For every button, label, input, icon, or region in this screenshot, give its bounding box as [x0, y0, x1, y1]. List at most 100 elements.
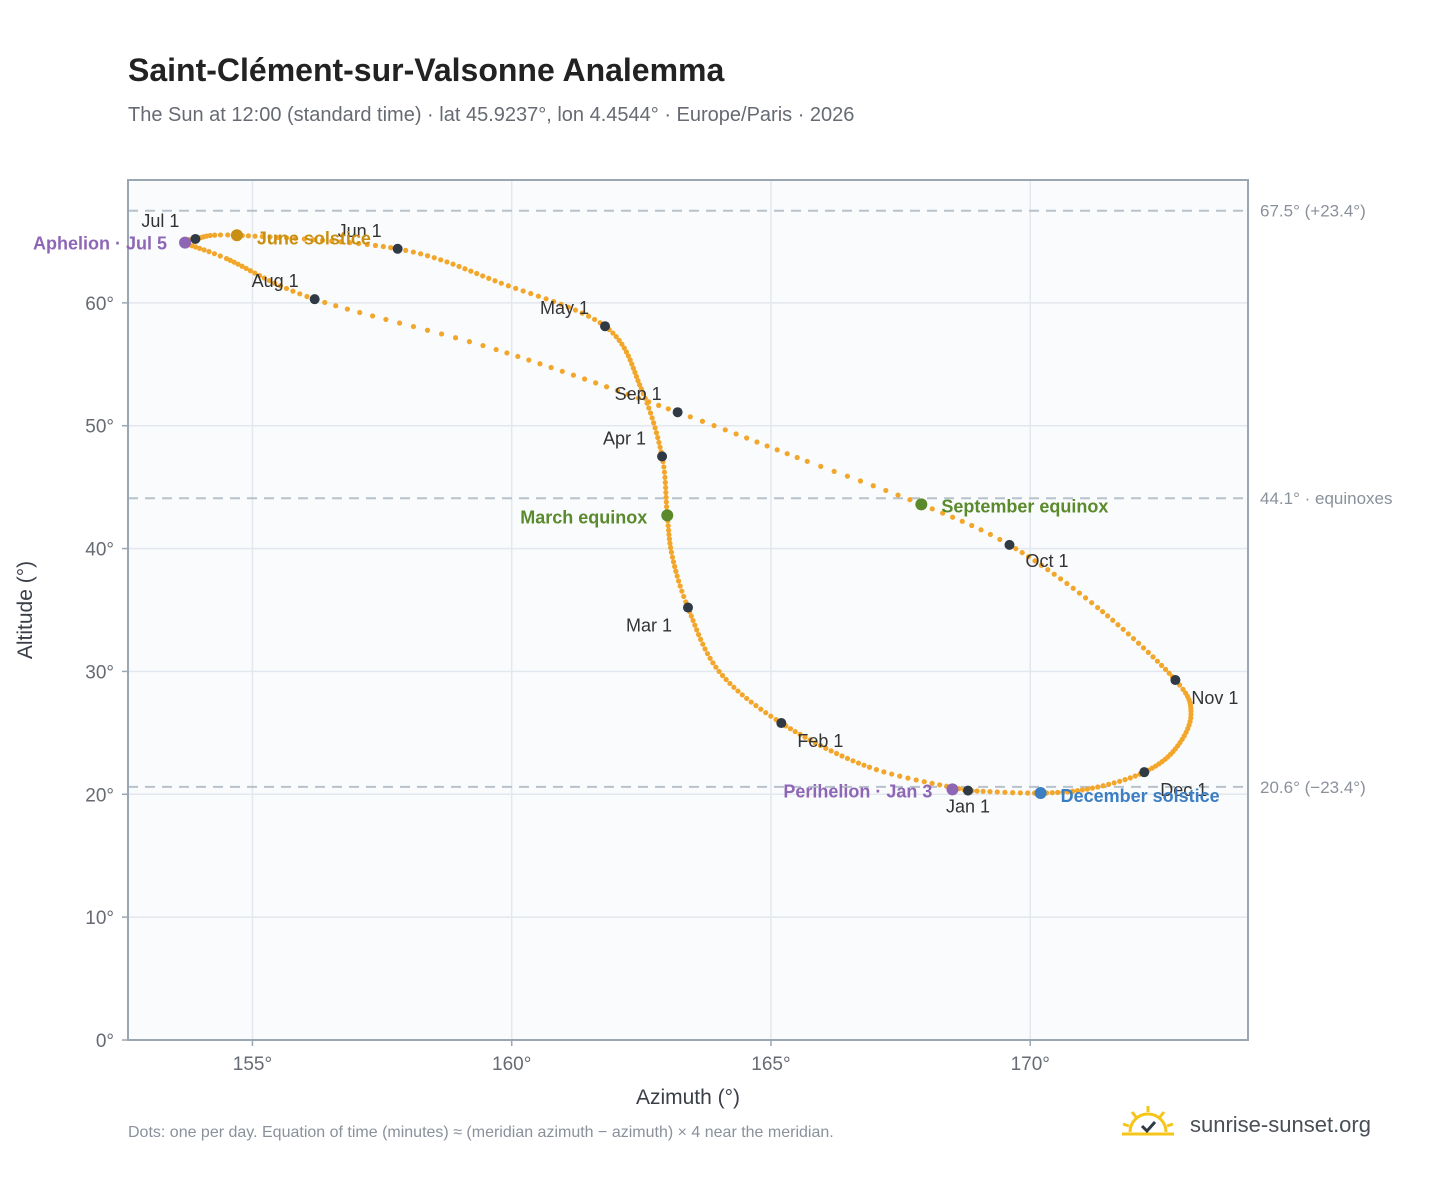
- y-tick-label: 40°: [85, 540, 114, 561]
- daily-sun-dot: [565, 304, 572, 310]
- daily-sun-dot: [663, 504, 670, 510]
- daily-sun-dot: [1111, 780, 1117, 786]
- daily-sun-dot: [1074, 788, 1081, 794]
- daily-sun-dot: [994, 789, 1000, 795]
- daily-sun-dot: [1095, 784, 1101, 790]
- daily-sun-dot: [707, 655, 713, 661]
- daily-sun-dot: [444, 259, 450, 265]
- daily-sun-dot: [665, 406, 671, 412]
- daily-sun-dot: [548, 364, 554, 371]
- daily-sun-dot: [669, 554, 676, 560]
- daily-sun-dot: [452, 335, 459, 341]
- daily-sun-dot: [1089, 600, 1095, 606]
- daily-sun-dot: [526, 357, 532, 363]
- daily-sun-dot: [905, 775, 911, 781]
- month-label: May 1: [540, 298, 589, 318]
- daily-sun-dot: [629, 361, 635, 367]
- month-marker: [190, 233, 201, 244]
- daily-sun-dot: [667, 545, 674, 551]
- daily-sun-dot: [403, 247, 409, 253]
- daily-sun-dot: [662, 479, 668, 486]
- daily-sun-dot: [1064, 580, 1070, 587]
- daily-sun-dot: [266, 277, 272, 284]
- daily-sun-dot: [668, 549, 675, 555]
- daily-sun-dot: [1120, 626, 1126, 632]
- daily-sun-dot: [794, 454, 800, 461]
- daily-sun-dot: [338, 239, 344, 245]
- daily-sun-dot: [866, 764, 873, 770]
- daily-sun-dot: [652, 425, 658, 431]
- daily-sun-dot: [297, 291, 303, 297]
- daily-sun-dot: [713, 664, 719, 670]
- daily-sun-dot: [735, 688, 741, 694]
- daily-sun-dot: [211, 251, 218, 257]
- daily-sun-dot: [486, 275, 492, 281]
- daily-sun-dot: [850, 758, 856, 764]
- daily-sun-dot: [710, 660, 716, 666]
- brand-name: sunrise-sunset.org: [1190, 1112, 1371, 1137]
- daily-sun-dot: [310, 237, 316, 243]
- daily-sun-dot: [277, 283, 284, 289]
- daily-sun-dot: [895, 492, 901, 498]
- daily-sun-dot: [579, 310, 585, 316]
- daily-sun-dot: [921, 779, 927, 785]
- daily-sun-dot: [498, 280, 504, 286]
- event-marker: [661, 509, 674, 522]
- daily-sun-dot: [787, 726, 794, 732]
- month-marker: [600, 321, 611, 332]
- month-label: Feb 1: [797, 731, 843, 751]
- daily-sun-dot: [690, 617, 696, 624]
- daily-sun-dot: [818, 463, 824, 470]
- daily-sun-dot: [702, 646, 708, 652]
- month-marker: [1139, 767, 1150, 778]
- daily-sun-dot: [716, 668, 722, 675]
- month-marker: [1170, 675, 1181, 686]
- daily-sun-dot: [1162, 666, 1169, 672]
- daily-sun-dot: [301, 236, 307, 242]
- daily-sun-dot: [969, 522, 975, 529]
- event-label: September equinox: [941, 496, 1108, 516]
- daily-sun-dot: [844, 755, 851, 762]
- daily-sun-dot: [812, 740, 818, 746]
- daily-sun-dot: [388, 245, 394, 251]
- month-marker: [309, 294, 320, 305]
- daily-sun-dot: [1150, 654, 1156, 660]
- daily-sun-dot: [731, 684, 737, 690]
- daily-sun-dot: [823, 745, 829, 751]
- event-marker: [946, 783, 959, 796]
- reference-line-label: 44.1° · equinoxes: [1260, 489, 1393, 508]
- daily-sun-dot: [347, 240, 353, 246]
- event-marker: [1034, 787, 1047, 800]
- daily-sun-dot: [383, 316, 389, 323]
- daily-sun-dot: [468, 268, 474, 274]
- daily-sun-dot: [666, 532, 672, 538]
- daily-sun-dot: [727, 680, 733, 687]
- daily-sun-dot: [642, 395, 648, 401]
- daily-sun-dot: [647, 410, 654, 416]
- y-tick-label: 0°: [96, 1031, 114, 1052]
- daily-sun-dot: [193, 244, 199, 250]
- daily-sun-dot: [739, 692, 745, 698]
- x-axis-title: Azimuth (°): [636, 1086, 740, 1109]
- daily-sun-dot: [1125, 631, 1131, 637]
- daily-sun-dot: [1070, 788, 1076, 794]
- daily-sun-dot: [572, 307, 579, 313]
- daily-sun-dot: [744, 435, 750, 441]
- daily-sun-dot: [881, 769, 887, 775]
- daily-sun-dot: [586, 313, 592, 319]
- daily-sun-dot: [357, 309, 363, 316]
- daily-sun-dot: [670, 559, 677, 565]
- daily-sun-dot: [677, 583, 683, 589]
- daily-sun-dot: [1154, 658, 1161, 664]
- daily-sun-dot: [653, 430, 660, 436]
- daily-sun-dot: [1117, 778, 1123, 784]
- daily-sun-dot: [987, 531, 993, 538]
- event-label: Aphelion · Jul 5: [33, 234, 167, 254]
- daily-sun-dot: [438, 331, 445, 337]
- daily-sun-dot: [663, 489, 669, 496]
- daily-sun-dot: [380, 243, 386, 250]
- daily-sun-dot: [833, 750, 840, 757]
- brand[interactable]: sunrise-sunset.org: [1120, 1104, 1380, 1148]
- month-label: Apr 1: [603, 428, 646, 448]
- daily-sun-dot: [1100, 783, 1106, 789]
